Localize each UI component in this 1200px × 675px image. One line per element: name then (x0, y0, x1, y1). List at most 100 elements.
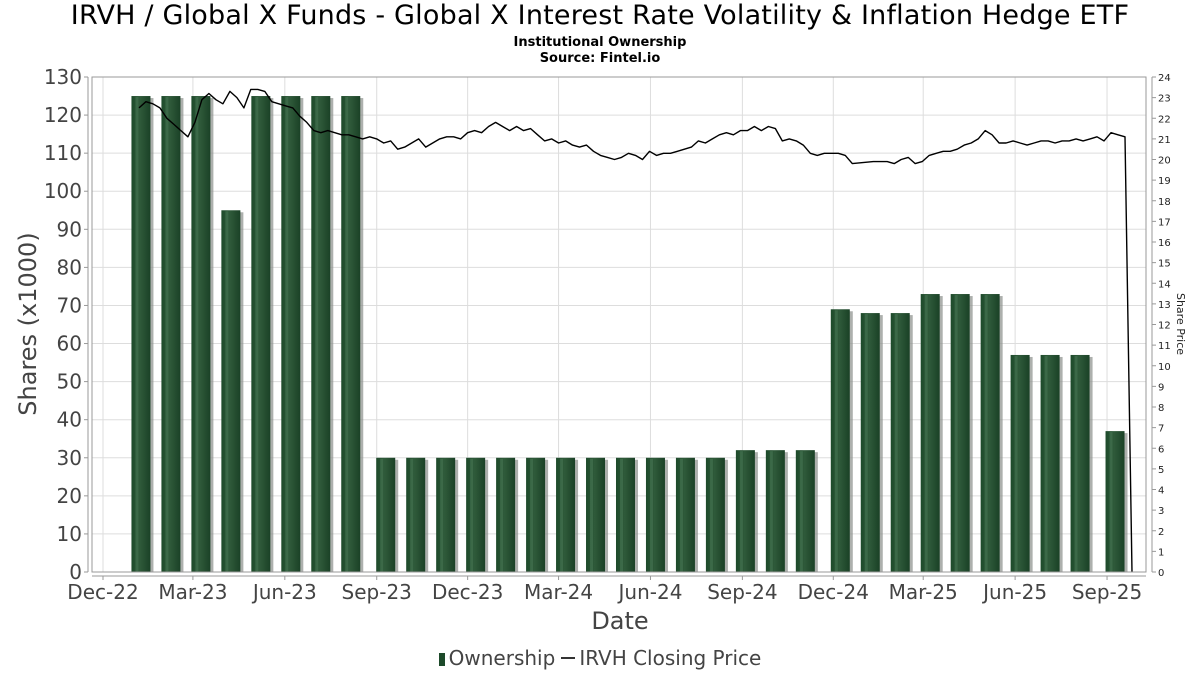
y2-tick-label: 19 (1158, 176, 1171, 187)
ownership-bar (1010, 354, 1030, 572)
ownership-bar (735, 450, 755, 572)
x-tick-label: Dec-22 (67, 580, 138, 604)
y2-tick-label: 10 (1158, 362, 1171, 373)
y2-tick-label: 18 (1158, 197, 1171, 208)
y2-tick-label: 20 (1158, 156, 1171, 167)
y2-tick-label: 17 (1158, 217, 1171, 228)
ownership-bar (436, 457, 456, 572)
ownership-bar (920, 294, 940, 572)
y2-tick-label: 7 (1158, 424, 1164, 435)
ownership-bar (131, 96, 151, 573)
y2-tick-label: 23 (1158, 94, 1171, 105)
ownership-bar-highlight (225, 211, 229, 572)
y-tick-label: 40 (57, 408, 82, 432)
y-tick-label: 80 (57, 255, 82, 279)
y-tick-label: 70 (57, 293, 82, 317)
ownership-bar (466, 457, 486, 572)
ownership-bar-highlight (285, 97, 289, 573)
x-tick-label: Jun-24 (617, 580, 683, 604)
chart-title: IRVH / Global X Funds - Global X Interes… (70, 0, 1130, 31)
y2-tick-label: 11 (1158, 341, 1171, 352)
ownership-bar-highlight (739, 451, 743, 572)
ownership-bar-highlight (679, 458, 683, 572)
ownership-bar-highlight (500, 458, 504, 572)
ownership-bar (251, 96, 271, 573)
y2-tick-label: 24 (1158, 73, 1171, 84)
ownership-bar (341, 96, 361, 573)
y2-tick-label: 1 (1158, 547, 1164, 558)
y-tick-label: 0 (69, 560, 82, 584)
chart-subtitle: Institutional Ownership (513, 35, 687, 50)
x-tick-label: Mar-24 (524, 580, 593, 604)
y2-tick-label: 4 (1158, 486, 1164, 497)
ownership-bar-highlight (769, 451, 773, 572)
x-axis-label: Date (591, 607, 648, 635)
ownership-bar-highlight (1044, 355, 1048, 572)
y2-axis-label: Share Price (1174, 293, 1187, 355)
x-tick-label: Mar-25 (889, 580, 958, 604)
ownership-bar (376, 457, 396, 572)
ownership-bars (131, 96, 1128, 573)
y2-tick-label: 13 (1158, 300, 1171, 311)
y2-tick-label: 9 (1158, 382, 1164, 393)
ownership-bar (496, 457, 516, 572)
ownership-bar (675, 457, 695, 572)
ownership-bar-highlight (799, 451, 803, 572)
y2-tick-label: 3 (1158, 506, 1164, 517)
ownership-bar (1105, 431, 1125, 572)
ownership-bar-highlight (255, 97, 259, 573)
ownership-bar (191, 96, 211, 573)
ownership-bar-highlight (380, 458, 384, 572)
y-tick-label: 50 (57, 370, 82, 394)
ownership-bar (161, 96, 181, 573)
price-line-layer (138, 88, 1133, 573)
ownership-bar-highlight (410, 458, 414, 572)
y2-tick-label: 5 (1158, 465, 1164, 476)
y2-tick-label: 21 (1158, 135, 1171, 146)
x-tick-label: Mar-23 (158, 580, 227, 604)
ownership-bar-highlight (440, 458, 444, 572)
price-line (138, 88, 1133, 573)
ownership-bar (950, 294, 970, 572)
y-tick-label: 120 (44, 103, 82, 127)
ownership-bar-highlight (954, 295, 958, 572)
ownership-bar (615, 457, 635, 572)
price-legend-swatch (561, 657, 576, 659)
y2-tick-label: 16 (1158, 238, 1171, 249)
price-legend-label: IRVH Closing Price (579, 646, 762, 670)
plot-border (91, 76, 1147, 573)
ownership-bar-highlight (834, 310, 838, 572)
chart-source: Source: Fintel.io (539, 51, 661, 66)
legend: Ownership IRVH Closing Price (0, 646, 1200, 670)
x-tick-label: Dec-24 (798, 580, 869, 604)
y2-tick-label: 14 (1158, 279, 1171, 290)
y2-tick-label: 2 (1158, 527, 1164, 538)
ownership-bar (221, 210, 241, 572)
ownership-bar-highlight (864, 314, 868, 572)
ownership-bar-highlight (530, 458, 534, 572)
ownership-bar (1040, 354, 1060, 572)
ownership-bar (556, 457, 576, 572)
ownership-bar-highlight (135, 97, 139, 573)
y-tick-label: 110 (44, 141, 82, 165)
x-tick-label: Jun-23 (251, 580, 317, 604)
ownership-bar (645, 457, 665, 572)
ownership-bar-highlight (470, 458, 474, 572)
ownership-bar-highlight (590, 458, 594, 572)
ownership-bar-highlight (984, 295, 988, 572)
y-axis-label: Shares (x1000) (14, 232, 42, 415)
x-tick-label: Sep-24 (707, 580, 777, 604)
y2-tick-label: 22 (1158, 114, 1171, 125)
ownership-bar-highlight (1014, 355, 1018, 572)
y2-tick-label: 6 (1158, 444, 1164, 455)
ownership-bar (795, 450, 815, 572)
ownership-bar (311, 96, 331, 573)
left-axis-ticks: 0 10 20 30 40 50 60 70 80 90 100 110 120 130 (44, 65, 88, 584)
ownership-bar-highlight (1109, 432, 1113, 572)
ownership-bar (586, 457, 606, 572)
y-tick-label: 60 (57, 332, 82, 356)
y-tick-label: 100 (44, 179, 82, 203)
ownership-bar-highlight (649, 458, 653, 572)
ownership-bar-highlight (345, 97, 349, 573)
